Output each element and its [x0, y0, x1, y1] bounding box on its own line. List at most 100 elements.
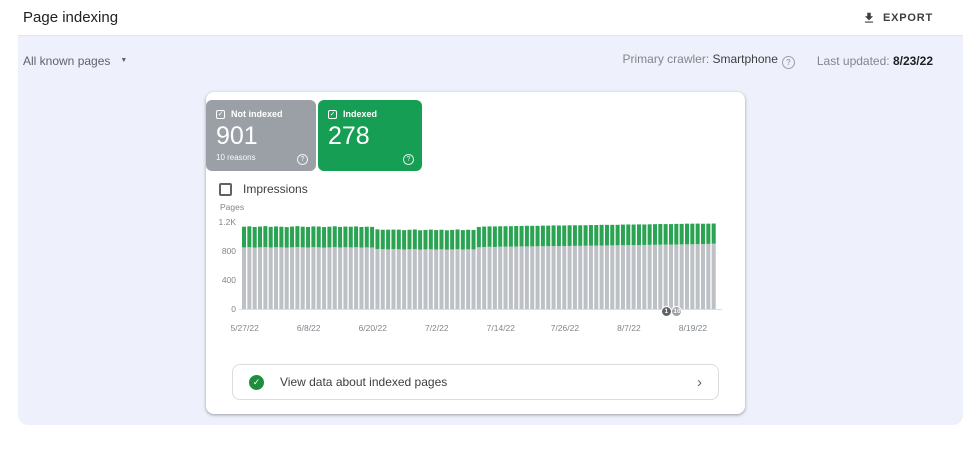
chart-bar[interactable] — [588, 225, 593, 309]
chart-bar[interactable] — [354, 226, 359, 309]
chart-bar[interactable] — [610, 224, 615, 309]
chart-bar[interactable] — [300, 226, 305, 309]
chart-bar[interactable] — [402, 230, 407, 309]
chart-bar[interactable] — [556, 225, 561, 309]
chart-bar[interactable] — [540, 225, 545, 309]
chart-bar[interactable] — [247, 226, 252, 309]
chart-bar[interactable] — [492, 226, 497, 309]
chart-bar[interactable] — [242, 226, 247, 309]
chart-bar[interactable] — [252, 227, 257, 309]
chart-bar[interactable] — [348, 226, 353, 309]
chart-bar[interactable] — [439, 229, 444, 309]
chart-bar[interactable] — [407, 229, 412, 309]
chart-bar[interactable] — [647, 224, 652, 309]
chart-bar[interactable] — [695, 223, 700, 309]
chart-bar[interactable] — [455, 229, 460, 309]
chart-bar[interactable] — [482, 226, 487, 309]
chart-bar[interactable] — [418, 230, 423, 309]
chart-bar[interactable] — [466, 229, 471, 309]
chart-bar[interactable] — [652, 224, 657, 309]
chart-bar[interactable] — [396, 229, 401, 309]
annotation-badge[interactable]: 10 — [671, 306, 683, 317]
chart-bar[interactable] — [290, 226, 295, 309]
chart-bar[interactable] — [263, 226, 268, 309]
chart-bar[interactable] — [711, 223, 716, 309]
chart-bar[interactable] — [487, 226, 492, 309]
chart-bar[interactable] — [284, 227, 289, 309]
chart-bar[interactable] — [594, 225, 599, 309]
chart-bar[interactable] — [268, 226, 273, 309]
chart-bar[interactable] — [508, 226, 513, 309]
chart-bar[interactable] — [332, 226, 337, 309]
chart-bar[interactable] — [498, 226, 503, 309]
chart-bar[interactable] — [578, 225, 583, 309]
help-icon[interactable]: ? — [297, 154, 308, 165]
chart-bar[interactable] — [311, 226, 316, 309]
chart-bar[interactable] — [375, 229, 380, 309]
chart-bar[interactable] — [604, 224, 609, 309]
help-icon[interactable]: ? — [403, 154, 414, 165]
chart-bar[interactable] — [460, 230, 465, 309]
chart-bar[interactable] — [535, 225, 540, 309]
chart-bar[interactable] — [663, 224, 668, 309]
export-button[interactable]: EXPORT — [862, 11, 933, 25]
chart-bar[interactable] — [679, 223, 684, 309]
chart-bar[interactable] — [343, 226, 348, 309]
chart-bar[interactable] — [572, 225, 577, 309]
annotation-badge[interactable]: 1 — [660, 306, 672, 317]
chart-bar[interactable] — [370, 226, 375, 309]
chart-bar[interactable] — [423, 229, 428, 309]
chart-bar[interactable] — [674, 223, 679, 309]
chart-bar[interactable] — [583, 225, 588, 309]
chart-bar[interactable] — [364, 226, 369, 309]
not-indexed-toggle-chip[interactable]: ✓ Not indexed 901 10 reasons ? — [206, 100, 316, 171]
chart-bar[interactable] — [519, 225, 524, 309]
chart-bar[interactable] — [258, 226, 263, 309]
chart-bar[interactable] — [295, 226, 300, 309]
chart-bar[interactable] — [476, 226, 481, 309]
chart-bar[interactable] — [668, 224, 674, 309]
chart-bar[interactable] — [631, 224, 636, 309]
chart-bar[interactable] — [599, 224, 604, 309]
chart-bar[interactable] — [562, 225, 567, 309]
view-indexed-data-link[interactable]: ✓ View data about indexed pages › — [232, 364, 719, 400]
chart-bar[interactable] — [279, 226, 284, 309]
chart-bar[interactable] — [450, 229, 455, 309]
chart-bar[interactable] — [546, 225, 551, 309]
chart-bar[interactable] — [316, 226, 321, 309]
chart-bar[interactable] — [530, 225, 535, 309]
indexed-toggle-chip[interactable]: ✓ Indexed 278 ? — [318, 100, 422, 171]
chart-bar[interactable] — [626, 224, 631, 309]
chart-bar[interactable] — [700, 223, 706, 309]
chart-bar[interactable] — [444, 230, 449, 309]
chart-bar[interactable] — [306, 226, 311, 309]
chart-bar[interactable] — [706, 223, 711, 309]
chart-bar[interactable] — [615, 224, 620, 309]
chart-bar[interactable] — [412, 229, 417, 309]
chart-bar[interactable] — [514, 225, 519, 309]
page-scope-dropdown[interactable]: All known pages ▼ — [23, 54, 127, 68]
chart-bar[interactable] — [380, 229, 385, 309]
chart-bar[interactable] — [386, 229, 391, 309]
chart-bar[interactable] — [684, 223, 690, 309]
chart-bar[interactable] — [471, 229, 476, 309]
chart-bar[interactable] — [428, 229, 433, 309]
chart-bar[interactable] — [690, 223, 695, 309]
chart-bar[interactable] — [524, 225, 529, 309]
chart-bar[interactable] — [551, 225, 556, 309]
chart-bar[interactable] — [434, 230, 439, 309]
chart-bar[interactable] — [642, 224, 647, 309]
impressions-toggle[interactable]: Impressions — [219, 182, 308, 196]
help-icon[interactable]: ? — [781, 56, 795, 69]
chart-bar[interactable] — [567, 225, 572, 309]
chart-bar[interactable] — [338, 226, 343, 309]
chart-bar[interactable] — [391, 229, 396, 309]
chart-bar[interactable] — [322, 227, 327, 309]
chart-bar[interactable] — [636, 224, 641, 309]
chart-bar[interactable] — [327, 226, 332, 309]
chart-bar[interactable] — [503, 226, 508, 309]
chart-bar[interactable] — [359, 227, 364, 309]
chart-bar[interactable] — [620, 224, 625, 309]
chart-bar[interactable] — [274, 226, 279, 309]
chart-bar[interactable] — [658, 224, 663, 309]
